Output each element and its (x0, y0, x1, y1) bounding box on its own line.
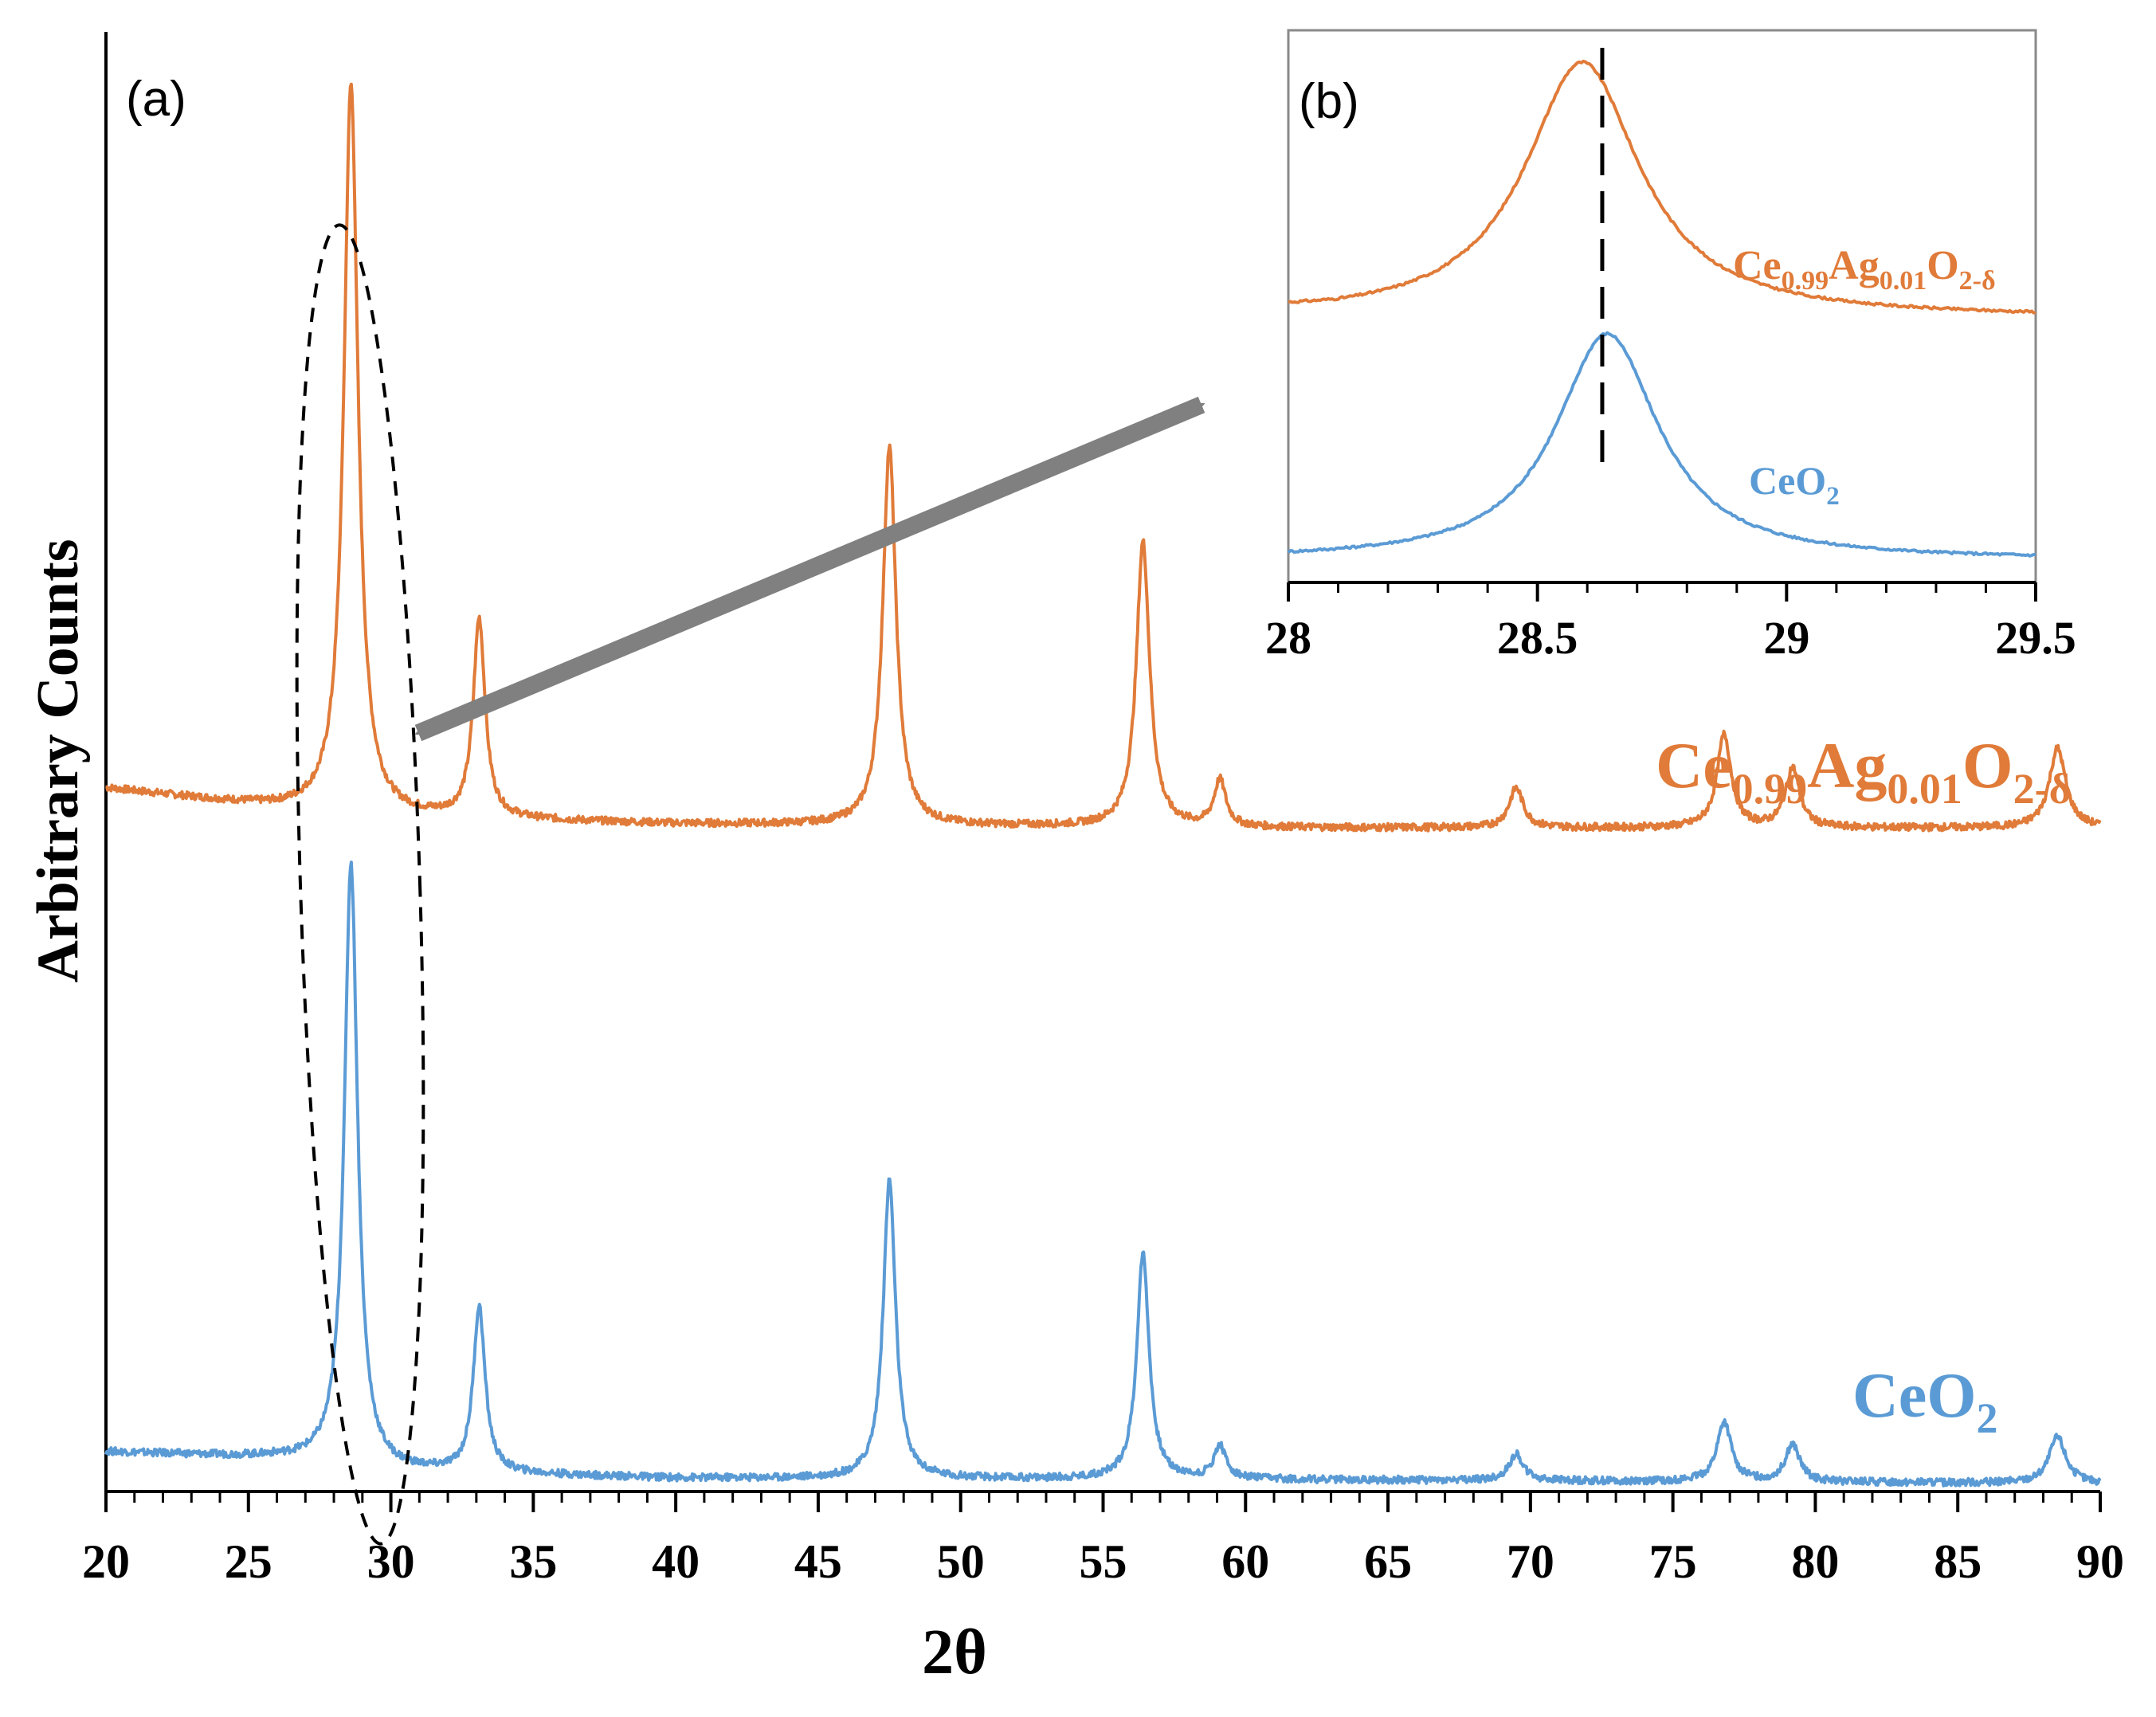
legend-label-ce-ag-o: Ce0.99Ag0.01O2-δ (1656, 729, 2072, 813)
inset-series-curves (1287, 59, 2036, 558)
panel-b-label: (b) (1299, 74, 1359, 129)
x-tick-label: 70 (1507, 1535, 1554, 1588)
x-tick-label: 90 (2076, 1535, 2124, 1588)
inset-x-axis-ticks (1287, 582, 2037, 602)
inset-tick-label: 29.5 (1995, 612, 2076, 664)
x-tick-label: 50 (937, 1535, 985, 1588)
x-tick-label: 30 (367, 1535, 415, 1588)
inset-tick-label: 29 (1763, 612, 1809, 664)
inset-chart-panel: 28 28.5 29 29.5 (b) Ce0.99Ag0.01O2-δ CeO2 (1265, 29, 2076, 664)
inset-series-line-ce-ag-o (1288, 59, 2036, 315)
main-series-curves (104, 82, 2102, 1488)
zoom-arrow (414, 396, 1205, 742)
panel-a-label: (a) (126, 72, 186, 127)
x-axis-tick-labels: 20 25 30 35 40 45 50 55 60 65 70 75 80 85 90 (82, 1535, 2124, 1588)
highlight-ellipse (295, 223, 425, 1546)
x-tick-label: 85 (1934, 1535, 1982, 1588)
legend-label-ceo2: CeO2 (1852, 1361, 1998, 1442)
x-tick-label: 60 (1221, 1535, 1269, 1588)
main-chart-panel: 20 25 30 35 40 45 50 55 60 65 70 75 80 85 90 (a) Arbit… (25, 32, 2124, 1688)
x-tick-label: 45 (794, 1535, 842, 1588)
y-axis-label: Arbitrary Counts (25, 539, 91, 982)
x-tick-label: 20 (82, 1535, 130, 1588)
x-tick-label: 75 (1649, 1535, 1697, 1588)
x-tick-label: 35 (509, 1535, 557, 1588)
inset-tick-label: 28.5 (1497, 612, 1578, 664)
inset-tick-label: 28 (1265, 612, 1311, 664)
series-line-ceo2 (104, 860, 2102, 1488)
inset-series-line-ceo2 (1287, 331, 2036, 558)
x-axis-label: 2θ (922, 1617, 987, 1688)
x-tick-label: 80 (1791, 1535, 1839, 1588)
x-tick-label: 25 (225, 1535, 272, 1588)
x-axis-ticks (104, 1492, 2102, 1512)
x-tick-label: 40 (652, 1535, 700, 1588)
x-tick-label: 55 (1080, 1535, 1127, 1588)
inset-legend-label-ceo2: CeO2 (1749, 458, 1840, 511)
series-line-ce-ag-o (105, 82, 2102, 833)
inset-x-axis-tick-labels: 28 28.5 29 29.5 (1265, 612, 2076, 664)
x-tick-label: 65 (1364, 1535, 1412, 1588)
inset-legend-label-ce-ag-o: Ce0.99Ag0.01O2-δ (1733, 243, 1996, 296)
